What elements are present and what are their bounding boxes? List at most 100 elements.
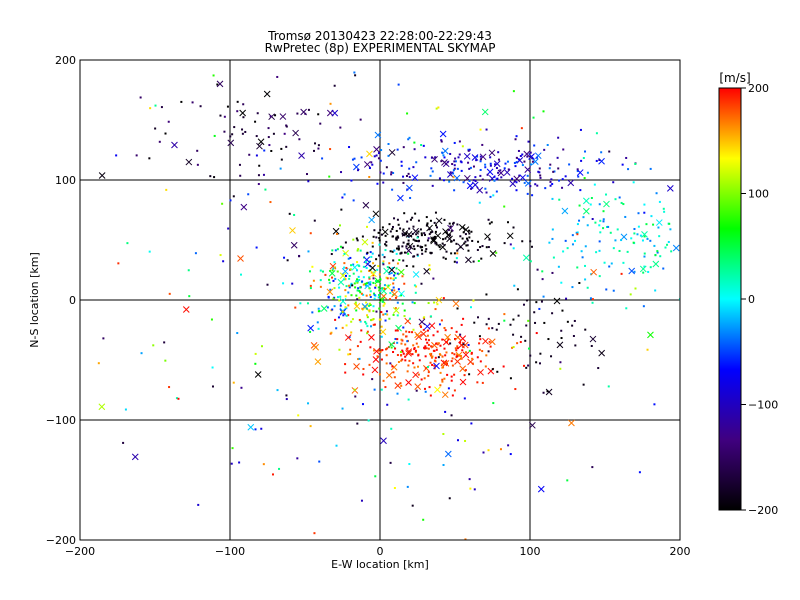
data-point: [598, 203, 601, 206]
data-point: [442, 179, 445, 182]
data-point: [358, 318, 361, 321]
data-point-cross: [415, 333, 423, 341]
data-point-cross: [331, 109, 339, 117]
data-point: [646, 237, 649, 240]
data-point: [539, 362, 542, 365]
data-point: [443, 244, 446, 247]
data-point: [333, 84, 336, 87]
data-point: [659, 255, 662, 258]
data-point: [412, 362, 415, 365]
data-point: [456, 353, 459, 356]
data-point: [187, 269, 190, 272]
data-point: [534, 183, 537, 186]
data-point-cross: [471, 154, 479, 161]
data-point: [550, 178, 553, 181]
data-point: [542, 110, 545, 113]
data-point: [609, 231, 612, 234]
data-point: [506, 221, 509, 224]
data-point-cross: [461, 341, 469, 349]
data-point: [376, 280, 379, 283]
data-point: [362, 276, 365, 279]
data-point: [148, 250, 151, 253]
data-point: [433, 359, 436, 362]
data-point-cross: [423, 267, 431, 275]
data-point: [584, 278, 587, 281]
data-point: [538, 167, 541, 170]
data-point: [573, 319, 576, 322]
data-point: [285, 398, 288, 401]
data-point: [407, 350, 410, 353]
data-point: [400, 359, 403, 362]
data-point: [361, 235, 364, 238]
data-point-cross: [406, 184, 413, 192]
data-point: [242, 116, 245, 119]
data-point: [497, 322, 500, 325]
data-point: [436, 303, 439, 306]
data-point-cross: [463, 152, 471, 160]
data-point: [643, 211, 646, 214]
data-point: [440, 139, 443, 142]
data-point: [626, 250, 629, 253]
data-point: [191, 101, 194, 104]
data-point: [372, 262, 375, 265]
data-point: [306, 302, 309, 305]
data-point-cross: [332, 227, 340, 235]
y-tick-label: 200: [55, 54, 76, 67]
data-point: [578, 282, 581, 285]
data-point: [488, 222, 491, 225]
data-point: [424, 250, 427, 253]
data-point-cross: [506, 232, 514, 240]
data-point-cross: [412, 271, 420, 278]
data-point-cross: [247, 423, 255, 431]
data-point: [372, 323, 375, 326]
data-point: [375, 280, 378, 283]
data-point: [539, 174, 542, 177]
data-point: [523, 160, 526, 163]
data-point: [472, 179, 475, 182]
data-point: [336, 296, 339, 299]
data-point: [423, 232, 426, 235]
data-point: [445, 351, 448, 354]
data-point: [370, 271, 373, 274]
data-point: [562, 148, 565, 151]
data-point: [460, 344, 463, 347]
data-point: [356, 345, 359, 348]
data-point: [627, 168, 630, 171]
data-point-cross: [528, 153, 535, 160]
data-point: [391, 228, 394, 231]
data-point: [643, 265, 646, 268]
data-point: [390, 272, 393, 275]
data-point: [382, 261, 385, 264]
data-point: [430, 315, 433, 318]
plot-frame: [79, 59, 681, 541]
data-point: [513, 284, 516, 287]
data-point: [396, 272, 399, 275]
data-point: [269, 115, 272, 118]
data-point: [397, 236, 400, 239]
data-point: [415, 342, 418, 345]
data-point-cross: [489, 250, 497, 257]
data-point: [307, 402, 310, 405]
data-point: [470, 187, 473, 190]
data-point: [168, 386, 171, 389]
data-point: [355, 294, 358, 297]
data-point: [260, 427, 263, 430]
data-point: [408, 317, 411, 320]
data-point: [196, 149, 199, 152]
data-point: [194, 252, 197, 255]
data-point: [442, 256, 445, 259]
data-point: [359, 320, 362, 323]
data-point: [456, 167, 459, 170]
data-point: [361, 307, 364, 310]
data-point-cross: [481, 108, 489, 116]
data-point: [443, 377, 446, 380]
data-point: [117, 262, 120, 265]
data-point: [448, 222, 451, 225]
data-point: [380, 335, 383, 338]
data-point: [371, 245, 374, 248]
data-point: [391, 365, 394, 368]
data-point: [344, 289, 347, 292]
data-point: [634, 287, 637, 290]
data-point: [258, 164, 261, 167]
data-point: [653, 403, 656, 406]
